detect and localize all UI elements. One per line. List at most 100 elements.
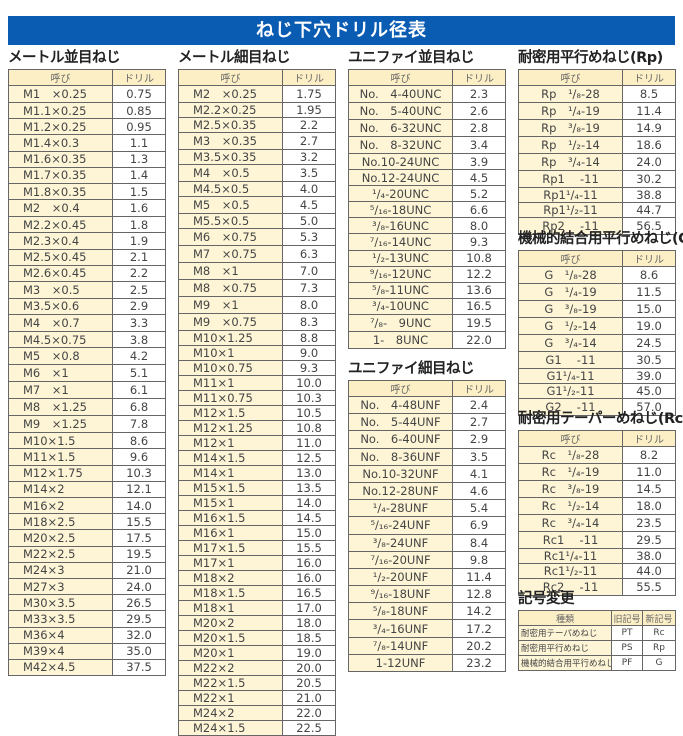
drill-cell: 14.9: [622, 119, 676, 137]
size-cell: M9 ×1: [178, 296, 283, 314]
table-row: M27×3 24.0: [8, 577, 166, 596]
table-row: M24×1.5 22.5: [178, 720, 336, 736]
drill-cell: 4.5: [452, 169, 506, 187]
table-row: M20×2 18.0: [178, 615, 336, 631]
size-cell: M4 ×0.5: [178, 164, 283, 182]
size-cell: G ¹/₂-14: [518, 317, 623, 335]
size-cell: M2 ×0.25: [178, 85, 283, 103]
drill-cell: 1.9: [112, 232, 166, 250]
table-row: M20×1.5 18.5: [178, 630, 336, 646]
drill-cell: 7.3: [282, 279, 336, 297]
table-row: ⁷/₁₆-20UNF 9.8: [348, 550, 506, 569]
table-row: M7 ×1 6.1: [8, 381, 166, 400]
size-cell: M30×3.5: [8, 594, 113, 612]
table-row: M33×3.5 29.5: [8, 610, 166, 628]
size-cell: M10×0.75: [178, 360, 283, 376]
table-row: No. 8-32UNC 3.4: [348, 136, 506, 154]
size-cell: M1.4×0.3: [8, 134, 113, 152]
size-cell: M9 ×1.25: [8, 415, 113, 434]
metric_fine-table: 呼び ドリル M2 ×0.25 1.75 M2.2×0.25 1.95 M2.5×0.35 2…: [178, 69, 336, 736]
g-table: 呼び ドリル G ¹/₈-28 8.6 G ¹/₄-19 11.5 G ³/₈-19 15.0…: [518, 250, 676, 416]
drill-cell: 11.0: [622, 463, 676, 481]
table-row: M16×1.5 14.5: [178, 510, 336, 526]
table-row: M18×2.5 15.5: [8, 513, 166, 531]
size-cell: M17×1.5: [178, 540, 283, 556]
size-cell: ⁷/₁₆-20UNF: [348, 550, 453, 569]
size-cell: M14×1: [178, 465, 283, 481]
table-row: M22×2.5 19.5: [8, 545, 166, 563]
table-row: M9 ×0.75 8.3: [178, 313, 336, 331]
drill-cell: 14.5: [622, 480, 676, 498]
drill-cell: 10.0: [282, 375, 336, 391]
table-row: M2.2×0.25 1.95: [178, 102, 336, 118]
table-row: No. 6-40UNF 2.9: [348, 430, 506, 449]
size-cell: No. 5-44UNF: [348, 413, 453, 432]
table-row: M42×4.5 37.5: [8, 658, 166, 677]
drill-cell: 13.6: [452, 281, 506, 299]
table-row: M4 ×0.7 3.3: [8, 314, 166, 333]
header-name: 呼び: [348, 380, 453, 397]
table-row: M12×1.75 10.3: [8, 464, 166, 482]
drill-cell: 24.0: [622, 153, 676, 171]
table-row: Rp ¹/₈-28 8.5: [518, 85, 676, 103]
drill-cell: 12.8: [452, 585, 506, 604]
drill-cell: 4.0: [282, 181, 336, 197]
table-row: M14×1.5 12.5: [178, 450, 336, 466]
size-cell: ⁵/₈-11UNC: [348, 281, 453, 299]
table-row: M17×1.5 15.5: [178, 540, 336, 556]
size-cell: M11×1.5: [8, 448, 113, 466]
size-cell: ³/₈-24UNF: [348, 533, 453, 552]
drill-cell: 22.5: [282, 720, 336, 736]
size-cell: M1 ×0.25: [8, 85, 113, 103]
section-title: メートル並目ねじ: [8, 50, 121, 66]
table-row: M1.2×0.25 0.95: [8, 118, 166, 136]
drill-cell: 5.0: [282, 213, 336, 229]
table-row: Rc2 -11 55.5: [518, 578, 676, 596]
drill-cell: 5.4: [452, 499, 506, 518]
table-row: No. 5-44UNF 2.7: [348, 413, 506, 432]
size-cell: G ¹/₄-19: [518, 283, 623, 301]
unf-table: 呼び ドリル No. 4-48UNF 2.4 No. 5-44UNF 2.7 No. 6-4…: [348, 380, 506, 673]
size-cell: No.10-32UNF: [348, 464, 453, 483]
metric-fine-section: メートル細目ねじ 呼び ドリル M2 ×0.25 1.75 M2.2×0.25 1.95 M2…: [178, 51, 336, 736]
table-row: No. 8-36UNF 3.5: [348, 447, 506, 466]
table-row: M2.2×0.45 1.8: [8, 216, 166, 234]
size-cell: M22×2.5: [8, 545, 113, 563]
table-row: 1-12UNF 23.2: [348, 653, 506, 673]
size-cell: M1.7×0.35: [8, 166, 113, 184]
drill-cell: 9.6: [112, 448, 166, 466]
header-name: 呼び: [518, 250, 623, 267]
drill-cell: 57.0: [622, 398, 676, 416]
table-row: M12×1 11.0: [178, 435, 336, 451]
size-cell: Rc ³/₄-14: [518, 514, 623, 532]
drill-cell: 2.7: [282, 132, 336, 150]
table-row: M39×4 35.0: [8, 642, 166, 660]
size-cell: Rp ¹/₈-28: [518, 85, 623, 103]
drill-cell: 56.5: [622, 217, 676, 235]
table-row: Rc ¹/₂-14 18.0: [518, 497, 676, 515]
table-row: M18×2 16.0: [178, 570, 336, 586]
size-cell: M14×2: [8, 480, 113, 499]
drill-cell: 8.4: [452, 533, 506, 552]
drill-cell: 23.2: [452, 653, 506, 673]
size-cell: M17×1: [178, 555, 283, 571]
drill-cell: 7.8: [112, 415, 166, 434]
table-row: M4 ×0.5 3.5: [178, 164, 336, 182]
table-row: Rc ³/₄-14 23.5: [518, 514, 676, 532]
size-cell: No.10-24UNC: [348, 152, 453, 171]
drill-cell: 15.5: [112, 513, 166, 531]
drill-cell: 12.5: [282, 450, 336, 466]
size-cell: M22×1.5: [178, 675, 283, 691]
table-row: M1.4×0.3 1.1: [8, 134, 166, 152]
drill-cell: 23.5: [622, 514, 676, 532]
size-cell: No. 8-32UNC: [348, 136, 453, 154]
drill-cell: 29.5: [112, 610, 166, 628]
table-header-row: 呼び ドリル: [8, 69, 166, 86]
table-row: M2.6×0.45 2.2: [8, 264, 166, 282]
table-row: M1 ×0.25 0.75: [8, 85, 166, 103]
size-cell: M24×3: [8, 561, 113, 579]
drill-cell: 1.8: [112, 216, 166, 234]
size-cell: ⁷/₁₆-14UNC: [348, 233, 453, 251]
size-cell: M10×1: [178, 345, 283, 361]
drill-cell: 18.5: [282, 630, 336, 646]
